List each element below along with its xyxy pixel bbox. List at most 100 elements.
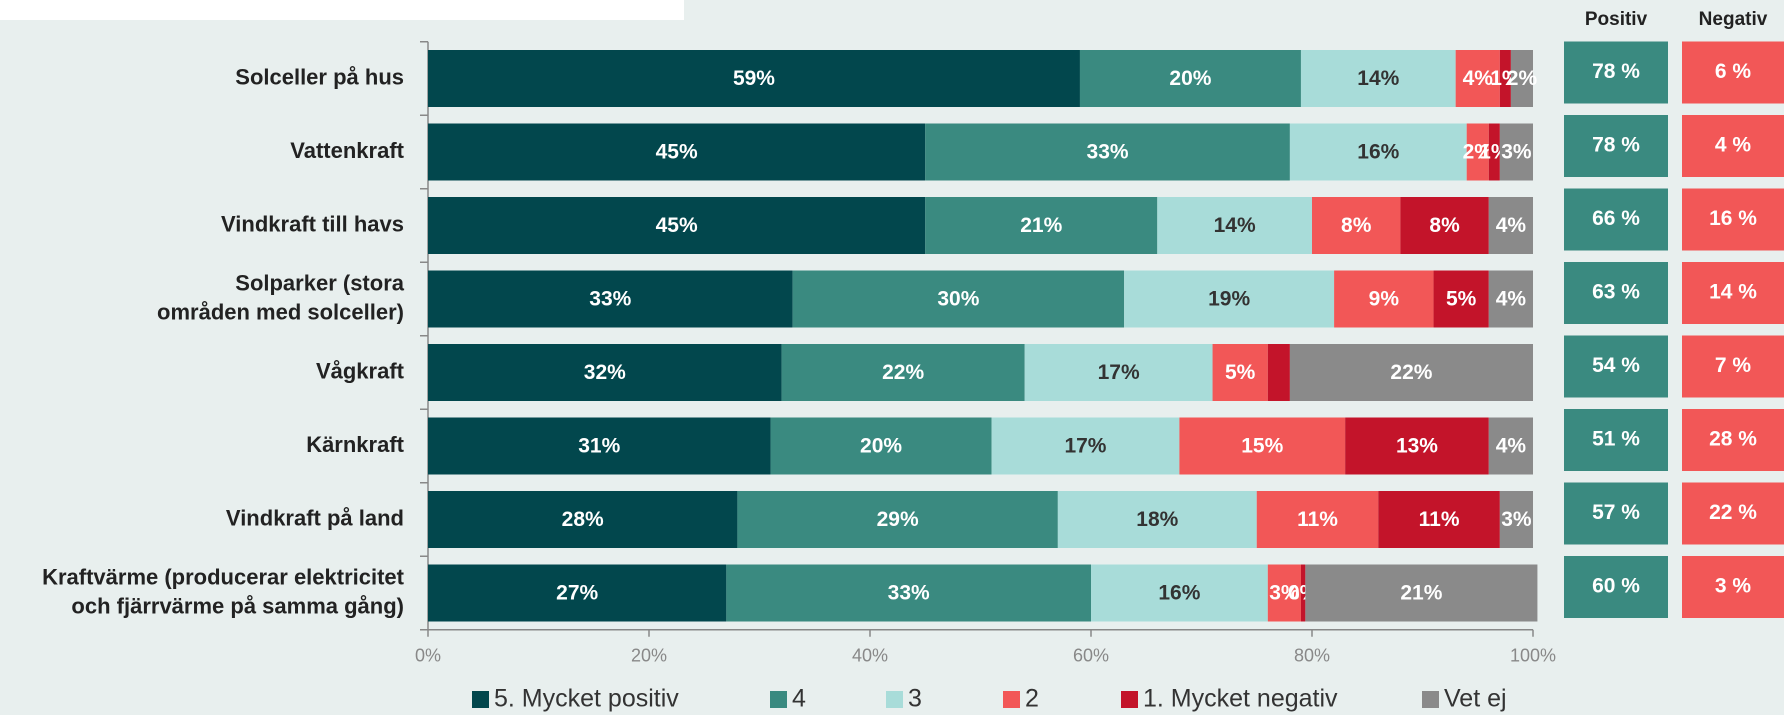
summary-label: 22 %	[1709, 501, 1757, 524]
value-label: 8%	[1341, 214, 1372, 237]
bar-segment	[1466, 123, 1489, 181]
bar-segment	[1433, 270, 1489, 328]
value-label: 9%	[1369, 288, 1400, 311]
bar-segment	[428, 197, 926, 254]
bar-segment	[1300, 564, 1306, 622]
bar-segment	[1510, 50, 1533, 107]
bar-segment	[1488, 270, 1533, 328]
summary-label: 54 %	[1592, 354, 1640, 377]
value-label: 5%	[1446, 288, 1477, 311]
value-label: 31%	[578, 435, 620, 458]
summary-box	[1564, 409, 1668, 471]
summary-box	[1564, 115, 1668, 177]
bar-segment	[1334, 270, 1434, 328]
summary-label: 78 %	[1592, 134, 1640, 157]
category-label: Vågkraft	[316, 358, 405, 383]
value-label: 17%	[1064, 435, 1106, 458]
value-label: 33%	[1087, 141, 1129, 164]
bar-segment	[1179, 417, 1346, 475]
bar-segment	[1079, 50, 1301, 107]
value-label: 8%	[1429, 214, 1460, 237]
value-label: 32%	[584, 361, 626, 384]
summary-label: 4 %	[1715, 134, 1752, 157]
bar-segment	[925, 123, 1290, 181]
summary-box	[1682, 115, 1784, 177]
bar-segment	[1312, 197, 1401, 254]
value-label: 29%	[877, 508, 919, 531]
value-label: 4%	[1463, 67, 1494, 90]
value-label: 27%	[556, 582, 598, 605]
summary-header: Negativ	[1699, 9, 1768, 30]
category-label: Solparker (stora områden med solceller)	[157, 270, 405, 324]
value-label: 16%	[1357, 141, 1399, 164]
value-label: 17%	[1098, 361, 1140, 384]
value-label: 3%	[1269, 582, 1300, 605]
bar-segment	[1124, 270, 1335, 328]
bar-segment	[1057, 491, 1257, 548]
value-label: 21%	[1400, 582, 1442, 605]
category-label: Vattenkraft	[290, 138, 404, 163]
category-label: Vindkraft till havs	[221, 211, 404, 236]
summary-box	[1682, 188, 1784, 251]
category-label: Solceller på hus	[235, 64, 404, 89]
summary-label: 14 %	[1709, 281, 1757, 304]
summary-label: 6 %	[1715, 60, 1752, 83]
value-label: 59%	[733, 67, 775, 90]
bar-segment	[1289, 344, 1533, 401]
bar-segment	[1024, 344, 1213, 401]
bar-segment	[1488, 123, 1500, 181]
value-label: 22%	[882, 361, 924, 384]
x-tick-label: 60%	[1073, 646, 1109, 666]
legend-swatch	[886, 691, 903, 708]
summary-box	[1682, 41, 1784, 104]
bar-segment	[428, 270, 793, 328]
bar-segment	[737, 491, 1058, 548]
summary-box	[1564, 188, 1668, 251]
category-label: Kärnkraft	[306, 432, 404, 457]
summary-box	[1564, 335, 1668, 398]
value-label: 3%	[1501, 508, 1532, 531]
bar-segment	[1488, 417, 1533, 475]
value-label: 18%	[1136, 508, 1178, 531]
bar-segment	[1256, 491, 1379, 548]
value-label: 15%	[1241, 435, 1283, 458]
value-label: 30%	[937, 288, 979, 311]
value-label: 4%	[1496, 214, 1527, 237]
bar-segment	[1378, 491, 1500, 548]
value-label: 13%	[1396, 435, 1438, 458]
bar-segment	[428, 417, 771, 475]
bar-segment	[1499, 123, 1533, 181]
category-label: Kraftvärme (producerar elektricitet och f…	[42, 564, 405, 618]
summary-label: 78 %	[1592, 60, 1640, 83]
summary-header: Positiv	[1585, 9, 1648, 30]
header-box	[0, 0, 684, 20]
bar-segment	[428, 564, 727, 622]
legend-label: 1. Mycket negativ	[1143, 685, 1338, 713]
summary-label: 51 %	[1592, 428, 1640, 451]
value-label: 22%	[1390, 361, 1432, 384]
value-label: 20%	[1169, 67, 1211, 90]
summary-box	[1682, 262, 1784, 324]
bar-segment	[925, 197, 1158, 254]
summary-label: 28 %	[1709, 428, 1757, 451]
value-label: 2%	[1463, 141, 1494, 164]
summary-box	[1682, 409, 1784, 471]
value-label: 5%	[1225, 361, 1256, 384]
bar-segment	[1400, 197, 1489, 254]
summary-label: 60 %	[1592, 575, 1640, 598]
value-label: 2%	[1507, 67, 1538, 90]
legend-swatch	[770, 691, 787, 708]
bar-segment	[1488, 197, 1533, 254]
legend-swatch	[1121, 691, 1138, 708]
bar-segment	[1157, 197, 1312, 254]
bar-segment	[428, 123, 926, 181]
summary-box	[1564, 262, 1668, 324]
value-label: 28%	[562, 508, 604, 531]
bar-segment	[1267, 344, 1290, 401]
bar-segment	[991, 417, 1180, 475]
summary-label: 7 %	[1715, 354, 1752, 377]
summary-box	[1682, 335, 1784, 398]
x-tick-label: 20%	[631, 646, 667, 666]
summary-label: 66 %	[1592, 207, 1640, 230]
